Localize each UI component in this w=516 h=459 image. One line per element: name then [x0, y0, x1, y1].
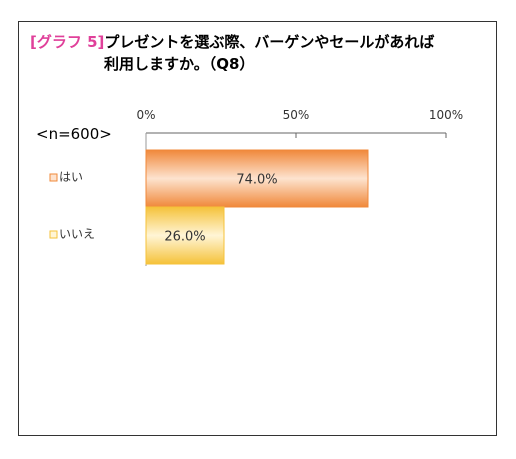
x-tick-label: 0%	[136, 108, 155, 122]
bar	[145, 206, 225, 265]
category-label: いいえ	[59, 227, 95, 241]
chart-frame	[18, 21, 497, 436]
chart-title: [グラフ 5]プレゼントを選ぶ際、バーゲンやセールがあれば 利用しますか。（Q8…	[30, 31, 490, 75]
chart-title-tag: [グラフ 5]	[30, 33, 105, 51]
chart-title-line2: 利用しますか。（Q8）	[104, 55, 255, 73]
x-tick-label: 100%	[429, 108, 463, 122]
category-marker	[49, 173, 58, 182]
bar-value-label: 26.0%	[164, 230, 205, 245]
chart-title-line1: プレゼントを選ぶ際、バーゲンやセールがあれば	[104, 33, 435, 51]
sample-size-label: <n=600>	[36, 125, 112, 143]
bar-value-label: 74.0%	[236, 173, 277, 188]
category-label: はい	[59, 170, 83, 184]
bar	[145, 149, 369, 208]
x-tick-label: 50%	[283, 108, 310, 122]
category-marker	[49, 230, 58, 239]
